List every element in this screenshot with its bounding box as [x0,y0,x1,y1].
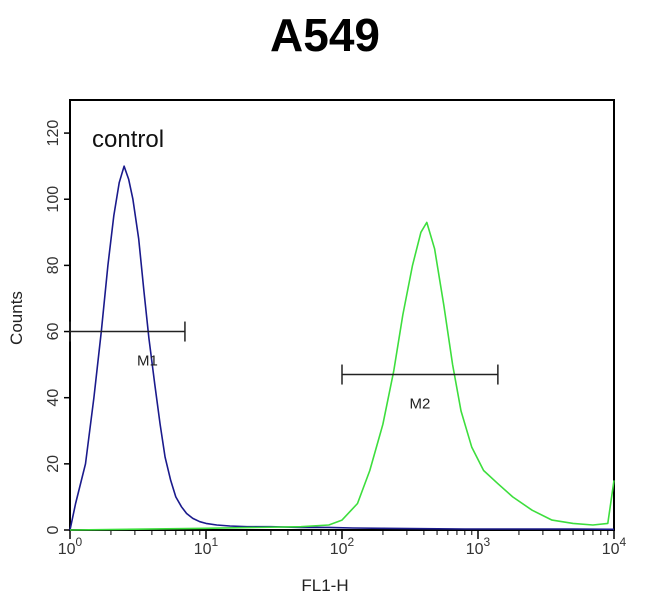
x-tick-label: 102 [330,535,355,558]
y-tick-label: 0 [45,525,62,534]
y-tick-label: 80 [45,256,62,274]
marker-layer: M1 M2 [69,321,499,413]
series-line-1 [69,165,615,531]
x-axis: 100 101 102 103 104 [58,530,627,558]
series-layer [69,165,615,531]
series-line-2 [69,221,615,531]
x-tick-label: 103 [466,535,491,558]
y-tick-label: 20 [45,455,62,473]
y-tick-label: 40 [45,389,62,407]
y-tick-label: 60 [45,323,62,341]
m1-marker-label: M1 [137,353,158,370]
x-tick-label: 101 [194,535,219,558]
chart-title: A549 [270,9,380,61]
x-axis-title: FL1-H [301,576,348,595]
y-tick-label: 100 [45,186,62,213]
y-axis-title: Counts [7,291,26,345]
plot-frame [69,99,615,531]
control-label: control [92,126,164,153]
m2-marker-label: M2 [410,396,431,413]
y-tick-label: 120 [45,120,62,147]
y-axis: 0 20 40 60 80 100 120 [45,120,70,534]
x-tick-label: 104 [602,535,627,558]
x-tick-label: 100 [58,535,83,558]
plot-border [69,99,615,531]
